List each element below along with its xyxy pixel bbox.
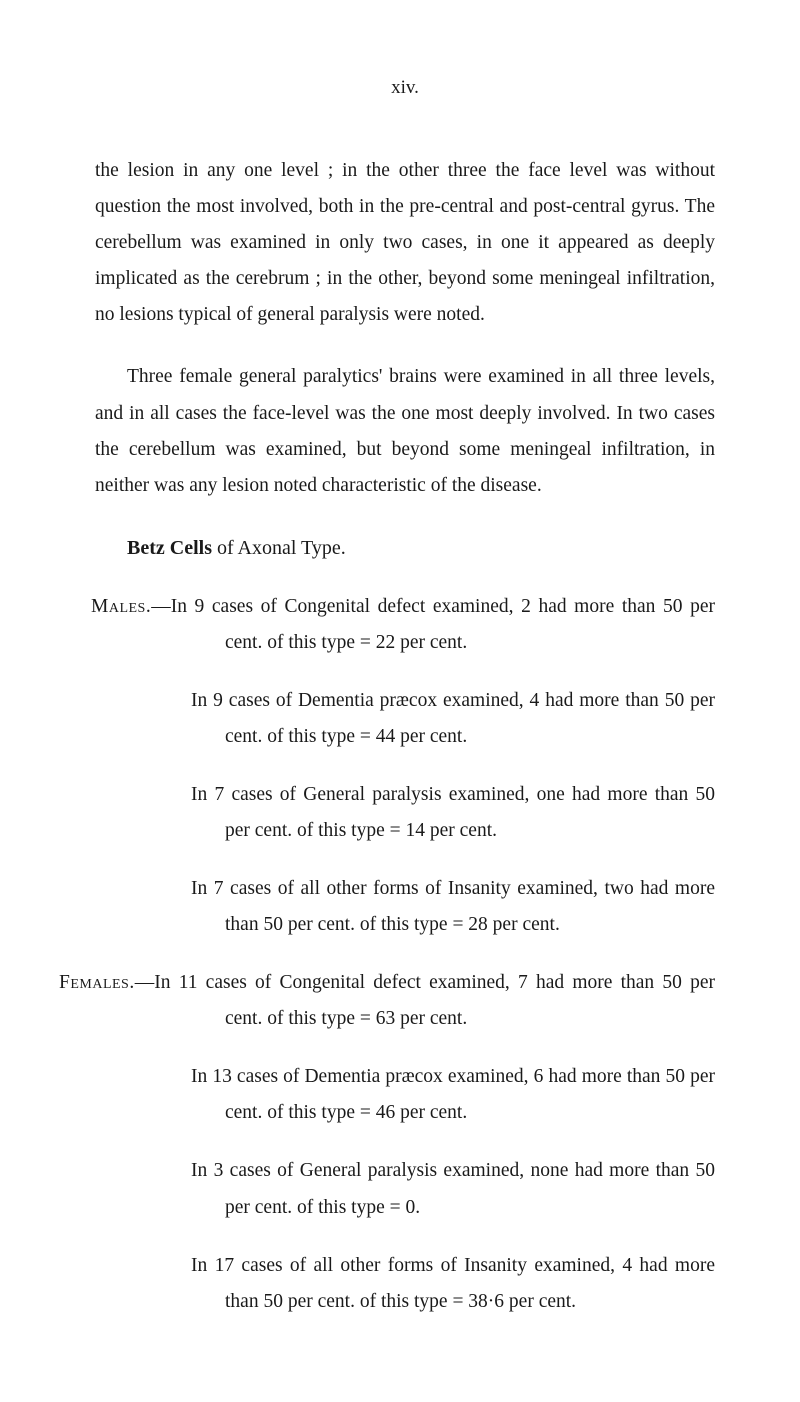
males-item-2: In 9 cases of Dementia præcox examined, …	[95, 683, 715, 755]
males-item-1-text: —In 9 cases of Congenital defect examine…	[151, 596, 715, 653]
females-item-1-text: —In 11 cases of Congenital defect examin…	[135, 972, 715, 1029]
females-item-4: In 17 cases of all other forms of Insani…	[95, 1248, 715, 1320]
males-item-3: In 7 cases of General paralysis examined…	[95, 777, 715, 849]
section-heading: Betz Cells of Axonal Type.	[95, 530, 715, 567]
page-number: xiv.	[95, 70, 715, 105]
heading-rest: of Axonal Type.	[212, 537, 346, 559]
body-paragraph-1: the lesion in any one level ; in the oth…	[95, 153, 715, 333]
females-item-2: In 13 cases of Dementia præcox examined,…	[95, 1059, 715, 1131]
females-item-1: Females.—In 11 cases of Congenital defec…	[95, 965, 715, 1037]
males-item-1: Males.—In 9 cases of Congenital defect e…	[95, 589, 715, 661]
males-label: Males.	[91, 596, 151, 617]
document-page: xiv. the lesion in any one level ; in th…	[0, 0, 800, 1402]
males-item-4: In 7 cases of all other forms of Insanit…	[95, 871, 715, 943]
females-item-3: In 3 cases of General paralysis examined…	[95, 1153, 715, 1225]
females-label: Females.	[59, 972, 135, 993]
body-paragraph-2: Three female general paralytics' brains …	[95, 359, 715, 503]
heading-bold-part: Betz Cells	[127, 537, 212, 559]
